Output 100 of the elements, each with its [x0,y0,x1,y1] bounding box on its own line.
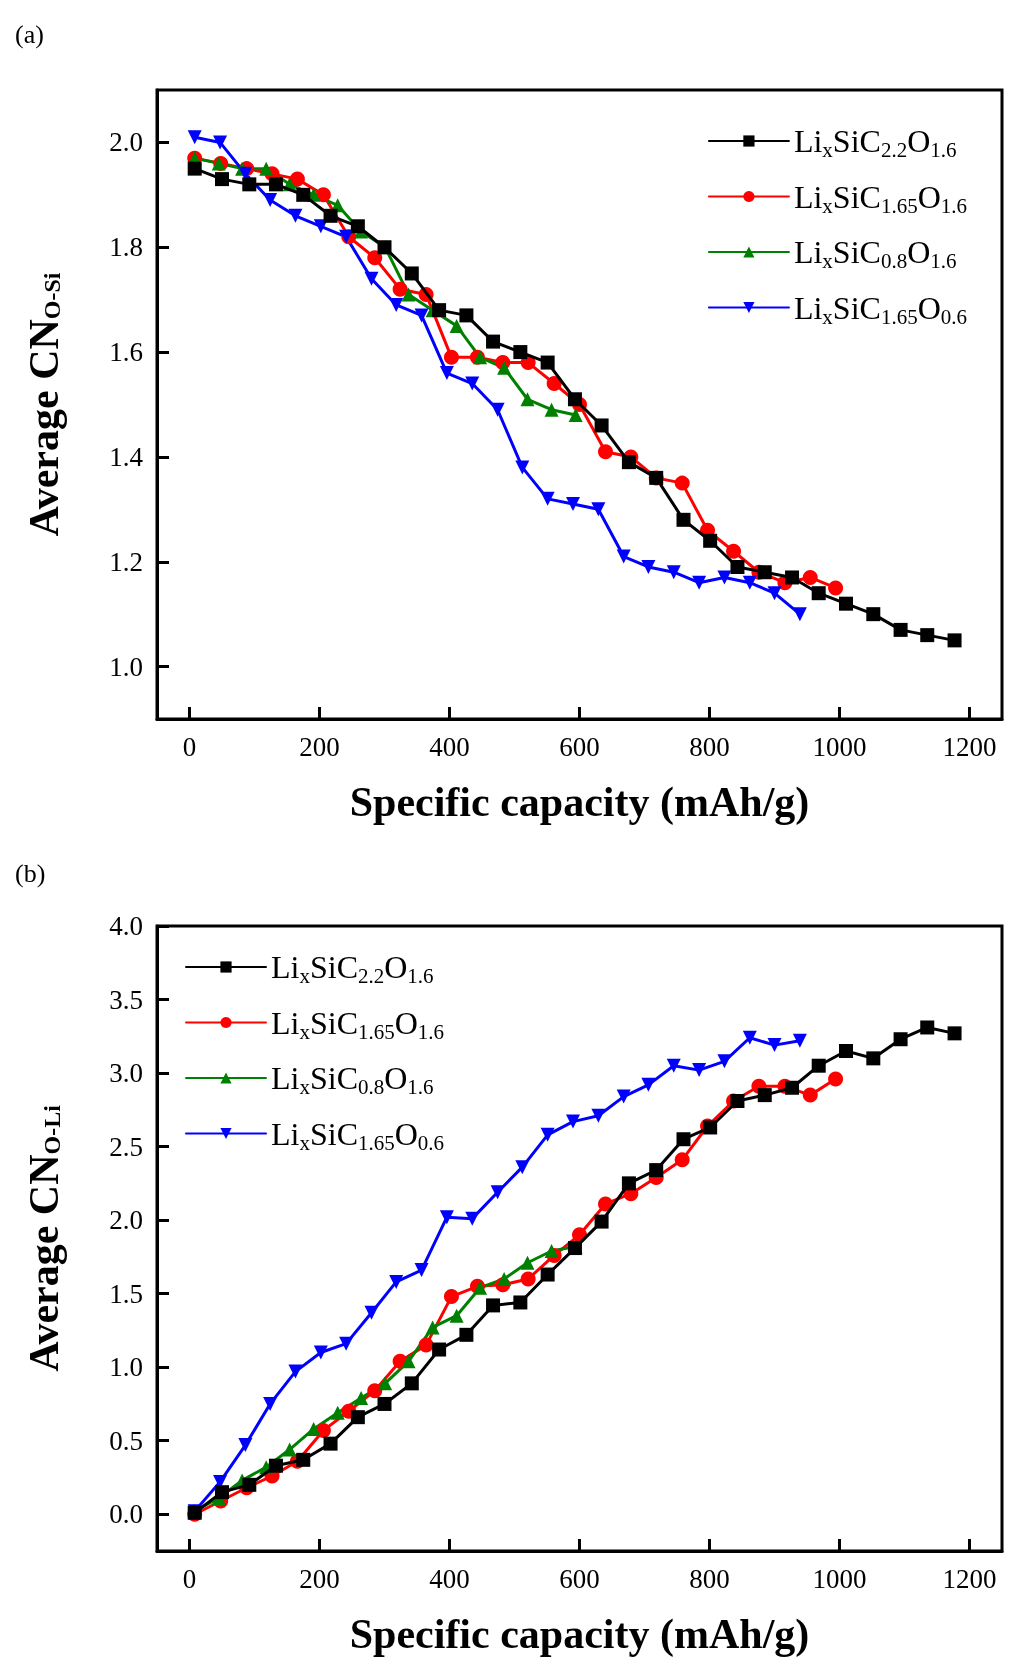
y-tick-label: 1.5 [109,1278,143,1309]
point [866,1051,881,1066]
point [792,607,807,622]
y-tick-label: 0.0 [109,1499,143,1530]
point [649,1163,664,1178]
point [414,308,429,323]
point [666,565,681,580]
point [767,1038,782,1053]
point [364,271,379,286]
point [459,1327,474,1342]
point [288,1364,303,1379]
y-tick-label: 0.5 [109,1425,143,1456]
x-tick-label: 1000 [812,1563,867,1594]
point [594,418,609,433]
point [676,1132,691,1147]
y-tick-label: 1.6 [109,337,143,368]
x-tick-label: 1200 [942,1563,997,1594]
y-tick-label: 2.5 [109,1131,143,1162]
point [486,334,501,349]
point [544,1244,559,1258]
point [676,512,691,527]
point [839,1044,853,1058]
x-tick-label: 0 [182,1563,197,1594]
point [377,1396,392,1411]
point [598,444,613,460]
y-axis-title: Average CNO-Si [21,272,67,537]
point [757,565,772,580]
point [350,219,365,234]
point [641,1077,656,1092]
point [717,570,732,585]
y-tick-label: 4.0 [109,911,143,941]
point [641,559,656,574]
point [893,1032,908,1047]
point [947,1026,962,1041]
point [389,1274,404,1289]
point [282,1442,297,1457]
point [802,1087,818,1103]
point [465,1211,480,1226]
point [296,187,311,202]
x-tick-label: 0 [182,731,197,762]
point [268,1458,283,1473]
point [432,1342,447,1357]
point [313,1345,328,1360]
point [792,1033,807,1048]
point [520,1271,536,1287]
point [242,177,257,192]
point [418,1337,434,1353]
point [449,318,464,333]
point [674,475,690,491]
point [339,1336,354,1351]
x-tick-label: 600 [559,1563,600,1594]
point [674,1152,690,1168]
x-tick-label: 1000 [812,731,867,762]
point [717,1054,732,1069]
point [215,172,229,187]
point [367,250,383,266]
point [350,1410,365,1425]
point [187,161,202,176]
point [330,1405,345,1420]
point [920,628,935,643]
point [432,303,447,318]
point [598,1196,613,1212]
point [730,559,745,574]
point [566,1114,580,1129]
x-axis-title: Specific capacity (mAh/g) [349,1611,810,1658]
point [567,392,582,407]
point [893,622,908,637]
chart-title: (b) [15,858,46,888]
x-tick-label: 800 [689,731,730,762]
point [692,575,707,590]
point [459,308,474,323]
point [540,355,555,370]
point [785,570,800,585]
point [666,1058,681,1073]
point [730,1094,745,1108]
point [497,360,512,375]
point [546,376,562,392]
point [540,1127,555,1142]
point [490,402,505,417]
point [378,1376,393,1391]
point [544,402,559,417]
point [425,1320,440,1335]
y-tick-label: 2.0 [109,1205,143,1236]
point [439,1210,454,1225]
point [692,1063,707,1078]
point [490,1185,505,1200]
point [215,1485,229,1500]
point [920,1020,935,1035]
point [839,596,853,611]
point [443,349,459,365]
point [323,208,338,223]
y-tick-label: 3.0 [109,1058,143,1089]
chart-title: (a) [15,19,44,49]
point [306,1421,321,1436]
point [515,460,530,475]
point [323,1436,338,1451]
point [263,193,278,208]
x-axis-title: Specific capacity (mAh/g) [349,779,810,826]
point [591,502,606,517]
y-tick-label: 1.2 [109,546,143,577]
